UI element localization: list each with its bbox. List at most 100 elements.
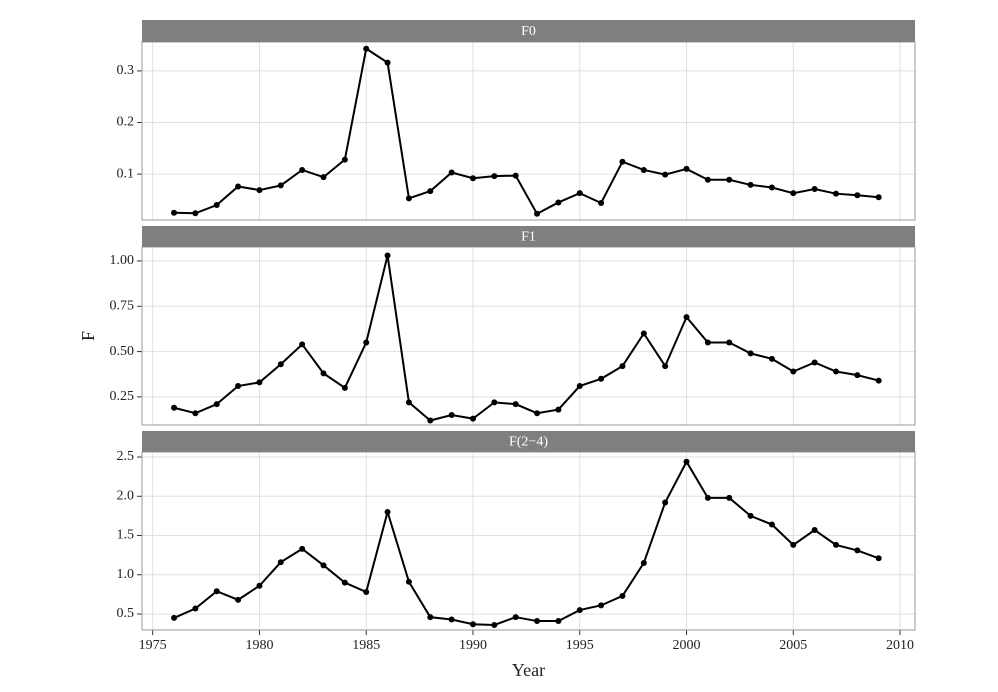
strip-title: F(2−4): [509, 435, 548, 450]
point: [662, 499, 669, 506]
x-tick-label: 1980: [245, 638, 273, 653]
point: [384, 508, 391, 515]
point: [363, 589, 370, 596]
panel-background: [142, 247, 915, 425]
point: [320, 174, 327, 181]
x-tick-label: 2010: [886, 638, 914, 653]
point: [662, 171, 669, 178]
point: [235, 183, 242, 190]
line: [174, 47, 879, 216]
point: [662, 363, 669, 370]
point: [171, 209, 178, 216]
strip: [142, 20, 915, 42]
point: [171, 614, 178, 621]
point: [726, 339, 733, 346]
panel-background: [142, 42, 915, 220]
point: [384, 252, 391, 259]
point: [619, 592, 626, 599]
point: [811, 186, 818, 193]
y-axis-label: F: [78, 331, 98, 341]
point: [811, 527, 818, 534]
point: [747, 512, 754, 519]
point: [683, 165, 690, 172]
point: [790, 190, 797, 197]
point: [235, 596, 242, 603]
x-tick-label: 1995: [566, 638, 594, 653]
point: [192, 410, 199, 417]
point: [384, 59, 391, 66]
point: [640, 330, 647, 337]
point: [576, 190, 583, 197]
point: [256, 379, 263, 386]
point: [832, 368, 839, 375]
point: [512, 172, 519, 179]
point: [512, 614, 519, 621]
x-tick-label: 1985: [352, 638, 380, 653]
point: [832, 190, 839, 197]
y-tick-label: 1.5: [117, 528, 135, 543]
strip: [142, 431, 915, 452]
point: [875, 194, 882, 201]
point: [534, 618, 541, 625]
point: [534, 210, 541, 217]
y-tick-label: 0.25: [110, 389, 135, 404]
y-tick-label: 0.1: [117, 166, 135, 181]
point: [832, 541, 839, 548]
point: [427, 614, 434, 621]
point: [619, 158, 626, 165]
y-tick-label: 1.0: [117, 567, 135, 582]
point: [811, 359, 818, 366]
x-tick-label: 2000: [673, 638, 701, 653]
x-axis-label: Year: [512, 660, 545, 680]
point: [726, 494, 733, 501]
line: [173, 459, 880, 626]
point: [619, 363, 626, 370]
strip-title: F1: [521, 230, 536, 245]
line: [173, 255, 879, 422]
point: [683, 458, 690, 465]
point: [469, 621, 476, 628]
point: [277, 182, 284, 189]
point: [341, 579, 348, 586]
point: [171, 404, 178, 411]
point: [213, 588, 220, 595]
point: [598, 199, 605, 206]
point: [790, 368, 797, 375]
point: [405, 399, 412, 406]
point: [213, 202, 220, 209]
point: [299, 341, 306, 348]
y-tick-label: 0.50: [110, 344, 135, 359]
strip-title: F0: [521, 24, 536, 39]
point: [854, 547, 861, 554]
point: [256, 187, 263, 194]
point: [768, 355, 775, 362]
point: [704, 339, 711, 346]
point: [213, 401, 220, 408]
point: [598, 602, 605, 609]
point: [704, 494, 711, 501]
point: [320, 370, 327, 377]
point: [469, 175, 476, 182]
panel-background: [142, 452, 915, 630]
point: [235, 383, 242, 390]
point: [320, 562, 327, 569]
point: [469, 415, 476, 422]
point: [192, 210, 199, 217]
point: [427, 417, 434, 424]
y-tick-label: 1.00: [110, 253, 135, 268]
point: [448, 412, 455, 419]
point: [299, 545, 306, 552]
point: [512, 401, 519, 408]
point: [683, 314, 690, 321]
y-tick-label: 0.2: [117, 115, 135, 130]
point: [256, 582, 263, 589]
point: [363, 339, 370, 346]
point: [704, 176, 711, 183]
point: [598, 375, 605, 382]
y-tick-label: 0.75: [110, 298, 135, 313]
point: [576, 607, 583, 614]
point: [640, 559, 647, 566]
point: [491, 173, 498, 180]
point: [341, 384, 348, 391]
